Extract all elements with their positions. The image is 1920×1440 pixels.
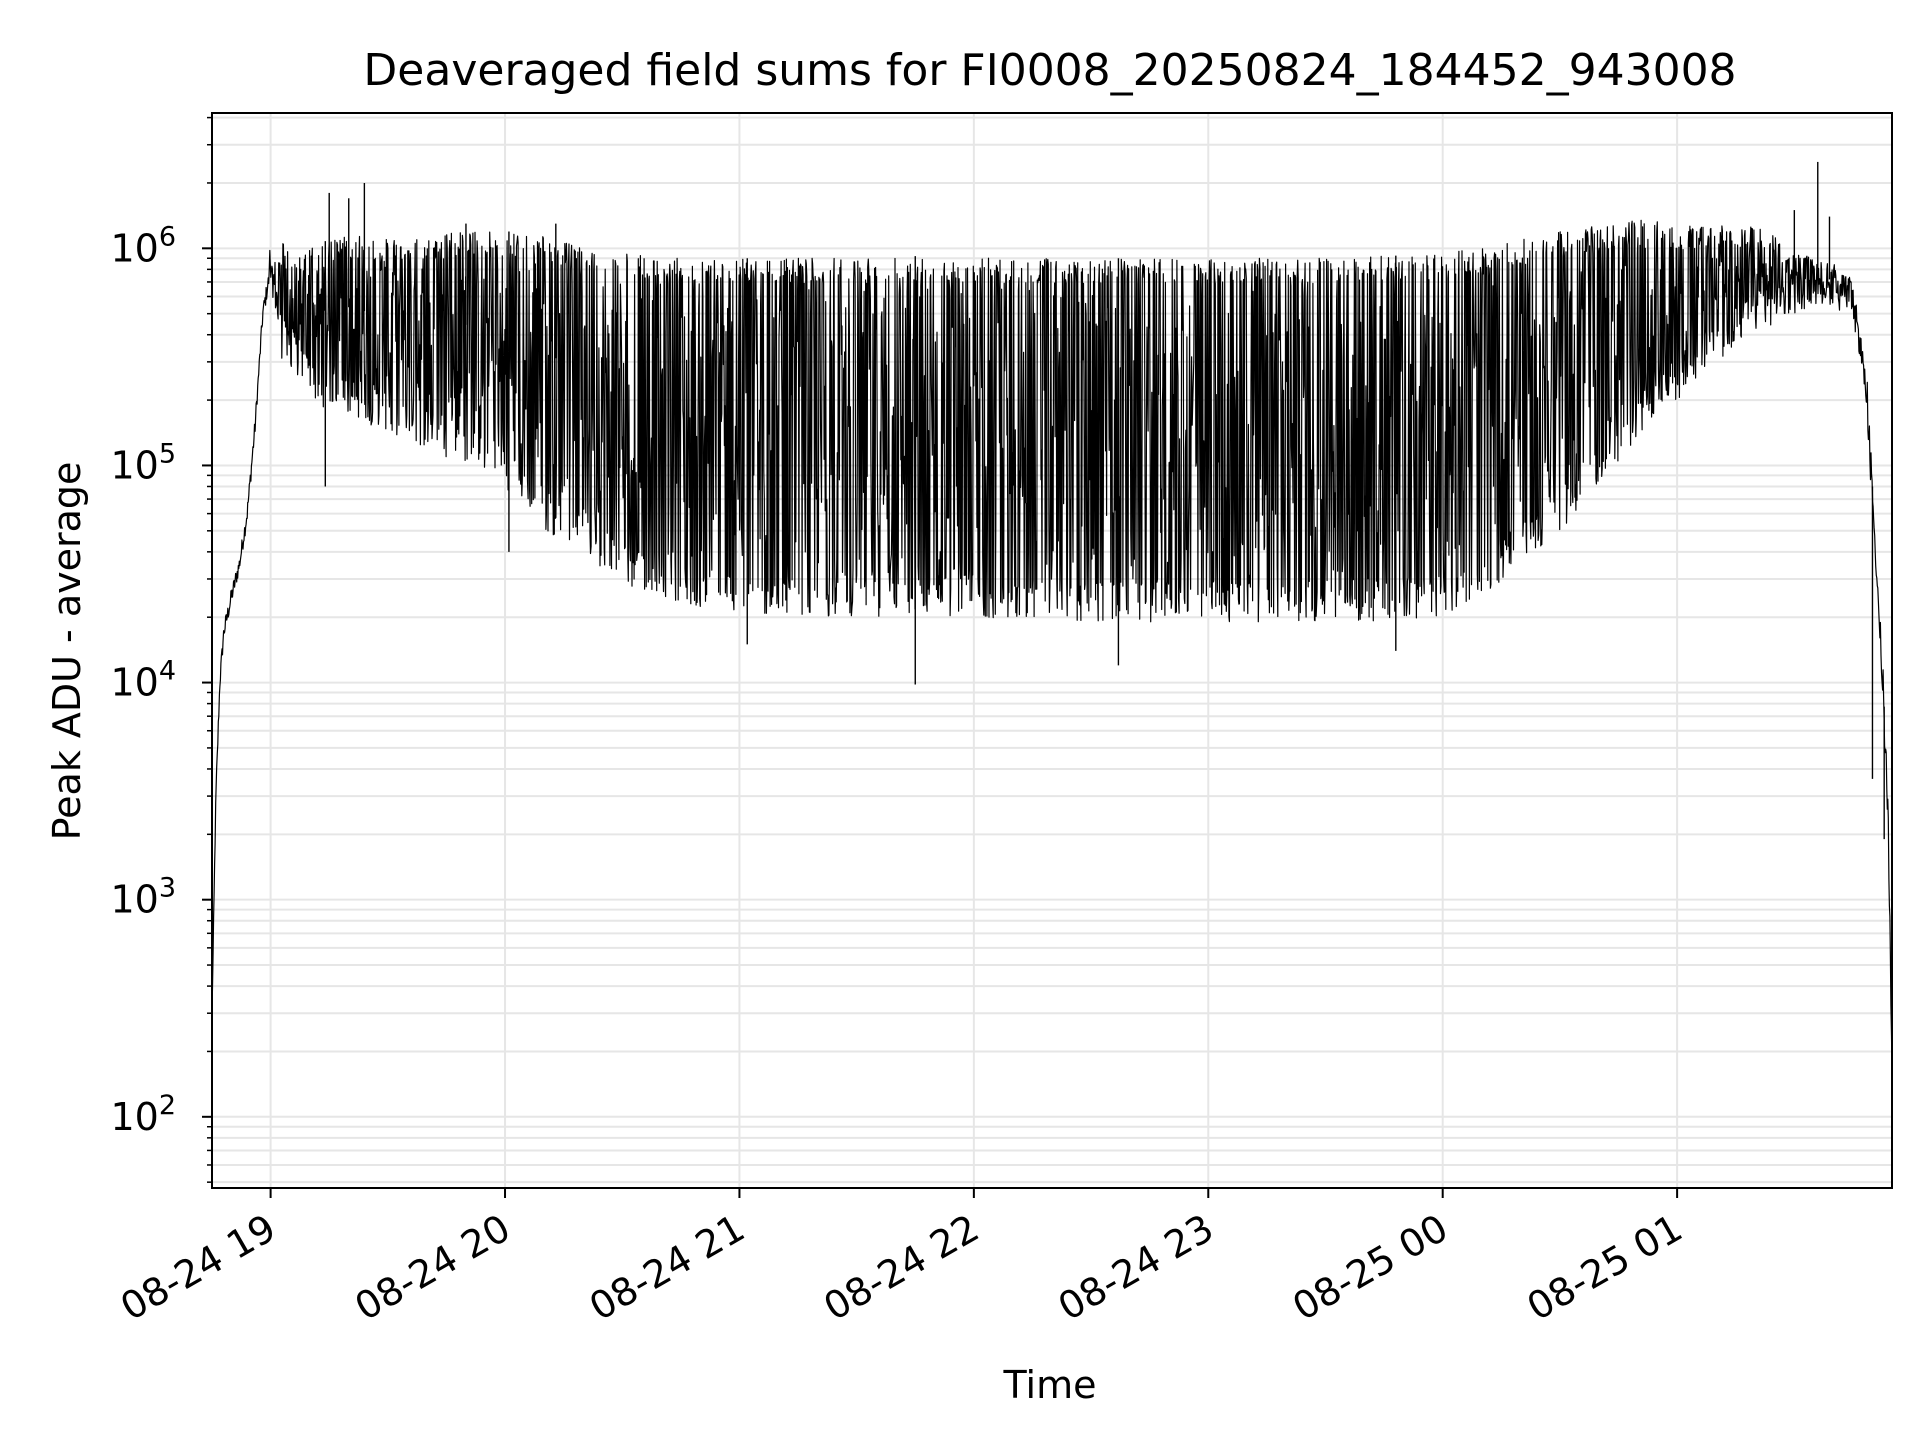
chart-title: Deaveraged field sums for FI0008_2025082… (363, 45, 1736, 96)
data-trace (211, 219, 1893, 1075)
y-tick-label: 104 (110, 656, 176, 705)
plot-area (211, 161, 1893, 1075)
y-tick-label: 103 (110, 873, 176, 922)
y-axis: 102 103 104 105 106 (110, 116, 212, 1183)
y-tick-label: 106 (110, 221, 176, 270)
y-tick-label: 102 (110, 1090, 176, 1139)
x-axis-label: Time (1003, 1363, 1097, 1407)
plot-frame (211, 112, 1893, 1189)
major-grid (212, 113, 1892, 1188)
y-tick-label: 105 (110, 438, 176, 487)
y-axis-label: Peak ADU - average (45, 462, 89, 841)
